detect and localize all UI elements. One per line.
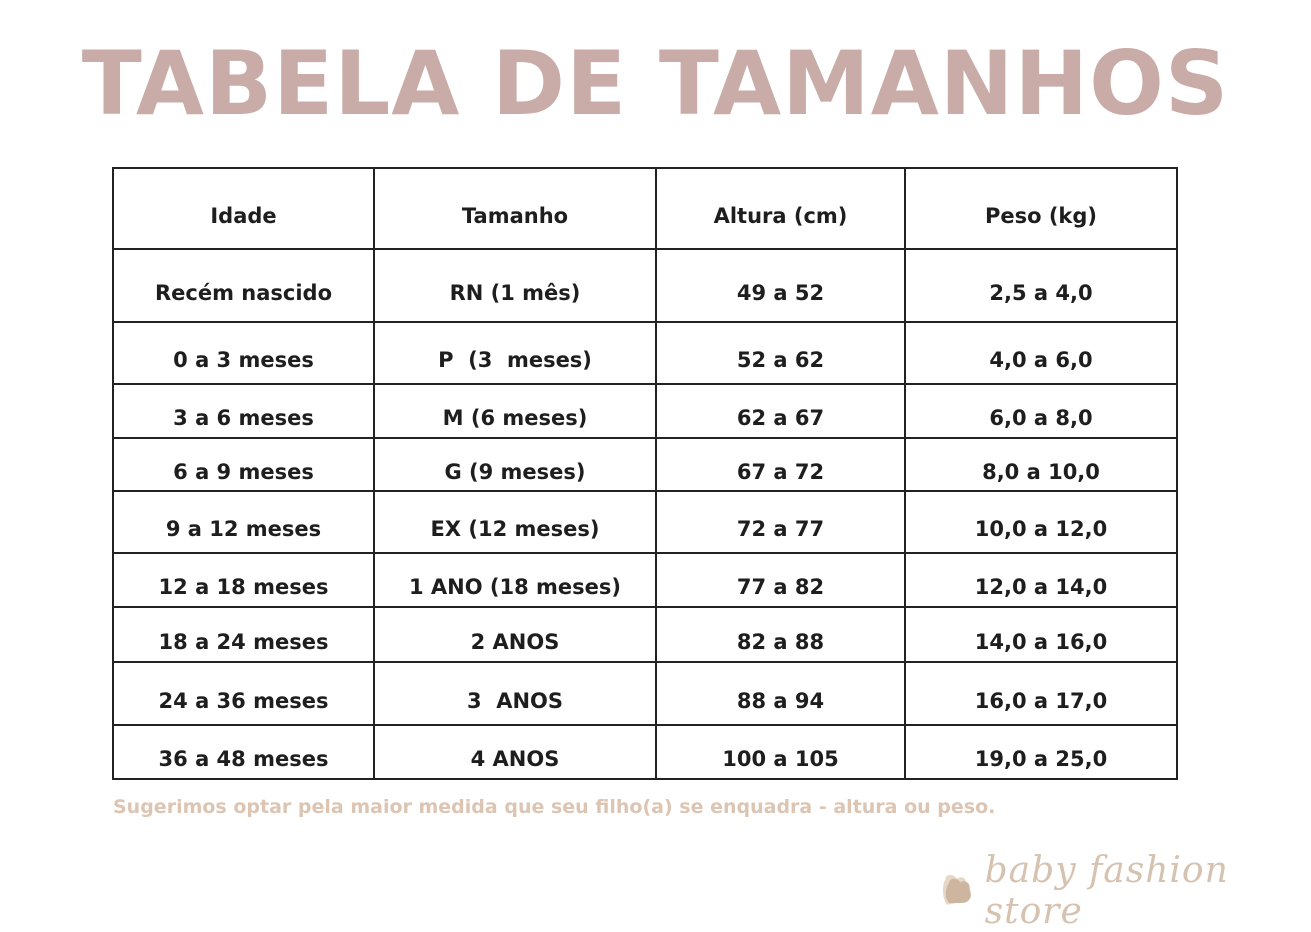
cell-peso: 14,0 a 16,0 <box>904 606 1178 663</box>
table-row: 12 a 18 meses 1 ANO (18 meses) 77 a 82 12,0… <box>112 552 1178 608</box>
cell-tamanho: 4 ANOS <box>373 724 657 780</box>
table-row: 24 a 36 meses 3 ANOS 88 a 94 16,0 a 17,0 <box>112 661 1178 726</box>
cell-peso: 4,0 a 6,0 <box>904 321 1178 385</box>
brand-logo: baby fashion store <box>940 850 1311 932</box>
cell-idade: 3 a 6 meses <box>112 383 375 439</box>
cell-idade: 12 a 18 meses <box>112 552 375 608</box>
cell-tamanho: 1 ANO (18 meses) <box>373 552 657 608</box>
header-tamanho: Tamanho <box>373 167 657 250</box>
cell-idade: 36 a 48 meses <box>112 724 375 780</box>
cell-altura: 62 a 67 <box>655 383 906 439</box>
cell-idade: Recém nascido <box>112 248 375 323</box>
cell-peso: 12,0 a 14,0 <box>904 552 1178 608</box>
cell-peso: 16,0 a 17,0 <box>904 661 1178 726</box>
header-peso: Peso (kg) <box>904 167 1178 250</box>
table-row: 3 a 6 meses M (6 meses) 62 a 67 6,0 a 8,0 <box>112 383 1178 439</box>
cell-altura: 67 a 72 <box>655 437 906 492</box>
table-header-row: Idade Tamanho Altura (cm) Peso (kg) <box>112 167 1178 250</box>
cell-idade: 24 a 36 meses <box>112 661 375 726</box>
cell-peso: 10,0 a 12,0 <box>904 490 1178 554</box>
cell-peso: 19,0 a 25,0 <box>904 724 1178 780</box>
table-row: 36 a 48 meses 4 ANOS 100 a 105 19,0 a 25,0 <box>112 724 1178 780</box>
cell-altura: 88 a 94 <box>655 661 906 726</box>
table-row: 18 a 24 meses 2 ANOS 82 a 88 14,0 a 16,0 <box>112 606 1178 663</box>
table-row: 0 a 3 meses P (3 meses) 52 a 62 4,0 a 6,0 <box>112 321 1178 385</box>
cell-tamanho: 2 ANOS <box>373 606 657 663</box>
stacked-hearts-icon <box>942 874 971 905</box>
cell-tamanho: 3 ANOS <box>373 661 657 726</box>
cell-altura: 52 a 62 <box>655 321 906 385</box>
logo-text: baby fashion store <box>984 850 1229 932</box>
cell-tamanho: G (9 meses) <box>373 437 657 492</box>
sizing-note: Sugerimos optar pela maior medida que se… <box>113 796 996 818</box>
table-row: 6 a 9 meses G (9 meses) 67 a 72 8,0 a 10,0 <box>112 437 1178 492</box>
cell-altura: 49 a 52 <box>655 248 906 323</box>
cell-altura: 77 a 82 <box>655 552 906 608</box>
cell-altura: 82 a 88 <box>655 606 906 663</box>
cell-altura: 100 a 105 <box>655 724 906 780</box>
cell-tamanho: EX (12 meses) <box>373 490 657 554</box>
cell-idade: 6 a 9 meses <box>112 437 375 492</box>
cell-peso: 8,0 a 10,0 <box>904 437 1178 492</box>
cell-peso: 2,5 a 4,0 <box>904 248 1178 323</box>
cell-tamanho: RN (1 mês) <box>373 248 657 323</box>
table-row: Recém nascido RN (1 mês) 49 a 52 2,5 a 4,0 <box>112 248 1178 323</box>
cell-tamanho: M (6 meses) <box>373 383 657 439</box>
table-row: 9 a 12 meses EX (12 meses) 72 a 77 10,0 a 1… <box>112 490 1178 554</box>
cell-idade: 18 a 24 meses <box>112 606 375 663</box>
cell-peso: 6,0 a 8,0 <box>904 383 1178 439</box>
cell-idade: 9 a 12 meses <box>112 490 375 554</box>
page-title: TABELA DE TAMANHOS <box>81 32 1230 135</box>
cell-idade: 0 a 3 meses <box>112 321 375 385</box>
header-altura: Altura (cm) <box>655 167 906 250</box>
size-table: Idade Tamanho Altura (cm) Peso (kg) Recé… <box>112 167 1178 780</box>
header-idade: Idade <box>112 167 375 250</box>
cell-altura: 72 a 77 <box>655 490 906 554</box>
cell-tamanho: P (3 meses) <box>373 321 657 385</box>
